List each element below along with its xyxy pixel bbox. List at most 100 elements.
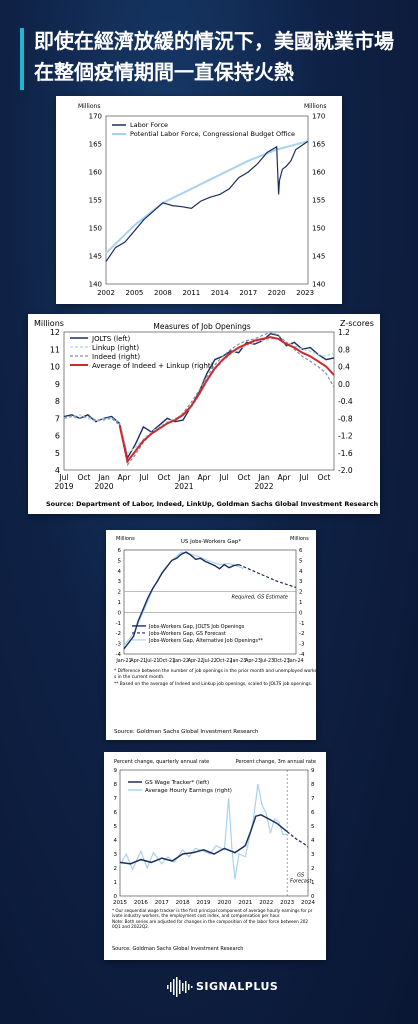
job-openings-chart: Millions Z-scores Measures of Job Openings… <box>34 319 378 508</box>
y-tick-label-right: 160 <box>312 169 325 177</box>
y-tick-label-right: 140 <box>312 281 325 289</box>
y-tick-label-right: 0.4 <box>338 363 350 372</box>
y-tick-label-left: 140 <box>89 281 102 289</box>
y-tick-label-left: 6 <box>118 548 122 554</box>
x-tick-label: Jan-22 <box>173 658 189 664</box>
y-tick-label-right: 1 <box>299 600 303 606</box>
legend-label: Labor Force <box>130 121 168 129</box>
y-tick-label-left: 8 <box>114 782 118 788</box>
x-tick-label: Jan <box>97 473 110 482</box>
x-tick-label: Jul-23 <box>260 658 275 664</box>
y-tick-label-right: 0 <box>299 610 303 616</box>
x-tick-label: Jan <box>177 473 190 482</box>
x-tick-label: Jul <box>58 473 68 482</box>
y-tick-label-right: 1.2 <box>338 328 350 337</box>
y-tick-label-right: 165 <box>312 141 325 149</box>
series-line-labor-force <box>105 140 309 262</box>
y-tick-label-left: 1 <box>114 880 118 886</box>
y-tick-label-left: 3 <box>114 852 118 858</box>
legend-label: GS Wage Tracker* (left) <box>145 780 209 786</box>
annotation-gs-forecast-2: Forecast <box>290 878 312 884</box>
y-tick-label-left: 4 <box>118 569 122 575</box>
y-axis-label-left: Millions <box>78 103 100 110</box>
y-tick-label-left: -4 <box>116 652 122 658</box>
chart-panel-wage-tracker: Percent change, quarterly annual rate Per… <box>104 752 326 960</box>
y-tick-label-left: 8 <box>55 397 60 406</box>
x-tick-label: Oct-21 <box>159 658 175 664</box>
x-tick-label: 2008 <box>154 289 172 297</box>
y-axis-label-right: Z-scores <box>340 319 374 328</box>
annotation-required: Required, GS Estimate <box>232 595 289 601</box>
y-tick-label-right: -0.8 <box>338 414 353 423</box>
y-tick-label-right: 4 <box>299 569 303 575</box>
y-tick-label-left: 5 <box>114 824 118 830</box>
y-tick-label-right: 170 <box>312 113 325 121</box>
x-tick-label: Jan-21 <box>115 658 131 664</box>
y-axis-label-left: Millions <box>34 319 64 328</box>
y-tick-label-left: 155 <box>89 197 102 205</box>
x-tick-label: 2019 <box>197 900 211 906</box>
x-tick-label: Apr <box>278 473 292 482</box>
x-tick-label: Jul <box>138 473 148 482</box>
y-tick-label-right: 3 <box>299 579 303 585</box>
chart-panel-labor-force: Millions Millions 140 140 145 145 150 150 155 155… <box>56 96 342 304</box>
wage-tracker-chart: Percent change, quarterly annual rate Per… <box>112 759 316 952</box>
series-line-average <box>118 336 335 464</box>
y-tick-label-right: 9 <box>311 768 315 774</box>
source-note: Source: Goldman Sachs Global Investment … <box>112 946 243 952</box>
y-tick-label-left: 150 <box>89 225 102 233</box>
x-tick-year-label: 2021 <box>174 482 193 491</box>
y-tick-label-left: 0 <box>114 894 118 900</box>
y-tick-label-right: 2 <box>299 590 303 596</box>
y-axis-label-right: Percent change, 3m annual rate <box>236 759 316 765</box>
y-tick-label-left: 4 <box>114 838 118 844</box>
y-tick-label-left: 170 <box>89 113 102 121</box>
footnote-2: Note: Both series are adjusted for chang… <box>112 919 308 924</box>
y-tick-label-left: 2 <box>114 866 118 872</box>
x-tick-label: 2011 <box>182 289 200 297</box>
jobs-workers-gap-chart: Millions Millions US Jobs-Workers Gap* -4 -4… <box>114 536 319 735</box>
x-tick-label: Jan-24 <box>287 658 303 664</box>
series-line-jolts-gap <box>123 551 239 650</box>
title-accent-bar <box>20 28 24 90</box>
x-tick-label: Apr-21 <box>130 658 146 664</box>
legend-label: Average of Indeed + Linkup (right) <box>92 362 214 370</box>
footnote-2-cont: 0Q1 and 2022Q2. <box>112 924 149 929</box>
y-tick-label-right: 5 <box>311 824 315 830</box>
x-tick-label: 2005 <box>126 289 144 297</box>
footnote-1-cont: ivate industry workers, the employment c… <box>112 913 280 918</box>
y-axis-label-right: Millions <box>290 536 309 542</box>
plot-frame <box>119 769 309 897</box>
legend-label: Jobs-Workers Gap, GS Forecast <box>148 631 226 637</box>
y-tick-label-right: -4 <box>299 652 305 658</box>
y-tick-label-left: 5 <box>118 558 122 564</box>
y-tick-label-left: 0 <box>118 610 122 616</box>
x-tick-label: 2020 <box>268 289 286 297</box>
y-tick-label-right: 8 <box>311 782 315 788</box>
x-tick-label: 2022 <box>259 900 273 906</box>
y-tick-label-left: 7 <box>55 414 60 423</box>
y-tick-label-right: 155 <box>312 197 325 205</box>
legend-label: Indeed (right) <box>92 353 140 361</box>
annotation-gs-forecast-1: GS <box>297 872 305 878</box>
chart-title: US Jobs-Workers Gap* <box>181 539 241 545</box>
y-tick-label-right: 145 <box>312 253 325 261</box>
y-tick-label-left: 12 <box>50 328 60 337</box>
chart-panel-jobs-workers-gap: Millions Millions US Jobs-Workers Gap* -4 -4… <box>106 530 319 740</box>
series-line-average-hourly-earnings <box>119 783 288 880</box>
x-tick-year-label: 2020 <box>94 482 113 491</box>
x-tick-year-label: 2019 <box>54 482 73 491</box>
x-tick-label: 2021 <box>238 900 252 906</box>
x-tick-label: Oct-23 <box>274 658 290 664</box>
y-tick-label-left: 9 <box>55 380 60 389</box>
x-tick-label: Apr-23 <box>245 658 261 664</box>
x-tick-label: Oct <box>158 473 171 482</box>
y-tick-label-left: 11 <box>50 345 60 354</box>
y-tick-label-left: -1 <box>116 621 121 627</box>
legend-label: Average Hourly Earnings (right) <box>145 788 232 794</box>
footnote-1: * Our sequential wage tracker is the fir… <box>112 908 313 913</box>
x-tick-label: Apr <box>118 473 132 482</box>
y-tick-label-right: -2 <box>299 631 304 637</box>
series-line-gs-wage-tracker <box>119 813 288 865</box>
y-tick-label-left: 7 <box>114 796 118 802</box>
